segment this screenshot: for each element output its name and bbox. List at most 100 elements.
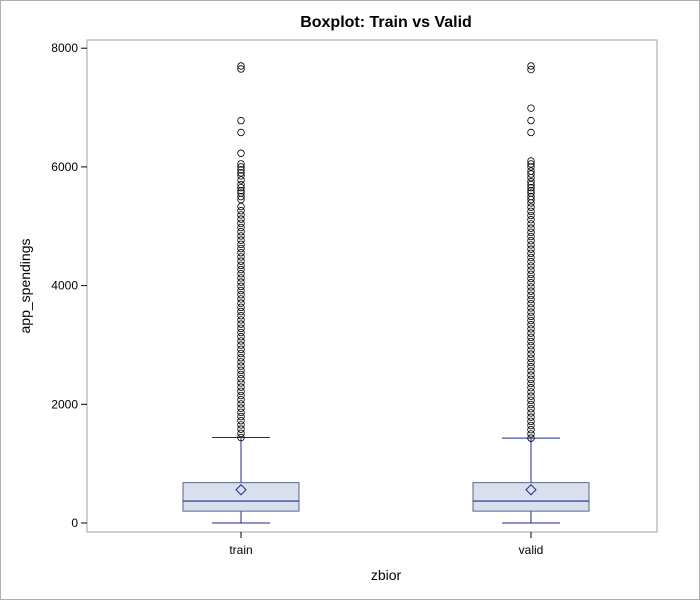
- outlier-point: [237, 362, 245, 370]
- outlier-point: [237, 303, 245, 312]
- outlier-point: [237, 333, 245, 341]
- outlier-point: [237, 278, 245, 286]
- outlier-point: [237, 370, 245, 379]
- outlier-point: [237, 192, 245, 201]
- outlier-point: [527, 207, 535, 216]
- outlier-point: [527, 400, 535, 409]
- outlier-point: [237, 169, 245, 177]
- outlier-point: [237, 232, 245, 240]
- outlier-point: [527, 287, 535, 295]
- outlier-point: [527, 430, 535, 438]
- outlier-point: [237, 291, 245, 299]
- outlier-point: [527, 203, 535, 211]
- outlier-point: [237, 249, 245, 257]
- outlier-point: [237, 299, 245, 307]
- outlier-point: [527, 333, 535, 342]
- outlier-point: [237, 408, 245, 417]
- outlier-point: [527, 262, 535, 270]
- outlier-point: [237, 274, 245, 282]
- outlier-point: [527, 358, 535, 367]
- outlier-point: [237, 166, 245, 174]
- outlier-point: [527, 232, 535, 241]
- outlier-point: [237, 354, 245, 362]
- outlier-point: [527, 104, 535, 112]
- outlier-point: [237, 181, 245, 189]
- outlier-point: [237, 417, 245, 425]
- outlier-point: [527, 316, 535, 325]
- outlier-point: [527, 181, 535, 189]
- outlier-point: [527, 224, 535, 232]
- x-axis-label: zbior: [371, 567, 402, 583]
- outlier-point: [527, 379, 535, 388]
- outlier-point: [237, 270, 245, 278]
- outlier-point: [527, 367, 535, 375]
- y-axis: 0 2000 4000 6000 8000: [51, 41, 87, 530]
- outlier-point: [527, 342, 535, 350]
- outlier-point: [237, 128, 245, 137]
- y-tick-label: 2000: [51, 397, 78, 411]
- outlier-point: [237, 312, 245, 320]
- outlier-point: [237, 412, 245, 421]
- outlier-point: [527, 128, 535, 137]
- outlier-point: [237, 429, 245, 438]
- y-tick-label: 0: [71, 516, 78, 530]
- outlier-point: [237, 421, 245, 429]
- outlier-point: [237, 379, 245, 387]
- outlier-point: [237, 183, 245, 192]
- outlier-point: [527, 295, 535, 304]
- outlier-point: [237, 172, 245, 180]
- outlier-point: [527, 354, 535, 363]
- outlier-point: [527, 116, 535, 125]
- outlier-point: [527, 220, 535, 228]
- outlier-point: [527, 160, 535, 168]
- iqr-box: [472, 482, 590, 512]
- outlier-point: [237, 295, 245, 303]
- outlier-point: [237, 345, 245, 354]
- outlier-point: [237, 391, 245, 400]
- outlier-point: [237, 433, 245, 442]
- outlier-point: [527, 363, 535, 371]
- outlier-point: [527, 170, 535, 178]
- outlier-point: [237, 211, 245, 219]
- outlier-point: [237, 65, 245, 73]
- outlier-point: [237, 366, 245, 375]
- outlier-point: [527, 270, 535, 279]
- outlier-point: [237, 282, 245, 291]
- outlier-point: [527, 192, 535, 201]
- outlier-point: [237, 202, 245, 211]
- outlier-point: [237, 228, 245, 236]
- iqr-box: [182, 482, 300, 512]
- outlier-point: [527, 337, 535, 346]
- outlier-point: [237, 116, 245, 125]
- outlier-point: [237, 149, 245, 157]
- outlier-point: [527, 241, 535, 249]
- outlier-point: [237, 316, 245, 324]
- outlier-point: [527, 350, 535, 358]
- outlier-point: [527, 329, 535, 337]
- outlier-point: [527, 426, 535, 434]
- outlier-point: [237, 324, 245, 333]
- outlier-point: [237, 257, 245, 265]
- outlier-point: [527, 388, 535, 396]
- outlier-point: [527, 392, 535, 400]
- outlier-point: [237, 404, 245, 412]
- outlier-point: [527, 291, 535, 300]
- outlier-point: [237, 320, 245, 328]
- outlier-point: [527, 308, 535, 316]
- x-tick-label: train: [229, 543, 252, 557]
- y-tick-label: 6000: [51, 160, 78, 174]
- outlier-point: [527, 283, 535, 291]
- outlier-point: [237, 337, 245, 345]
- outlier-point: [237, 223, 245, 232]
- outlier-point: [527, 434, 535, 442]
- outlier-point: [527, 266, 535, 274]
- outlier-point: [237, 186, 245, 195]
- y-axis-label: app_spendings: [17, 239, 33, 334]
- outlier-point: [237, 286, 245, 295]
- outlier-point: [527, 312, 535, 321]
- outlier-point: [527, 163, 535, 171]
- outlier-point: [527, 228, 535, 237]
- box-train: [182, 62, 300, 524]
- outlier-point: [237, 244, 245, 253]
